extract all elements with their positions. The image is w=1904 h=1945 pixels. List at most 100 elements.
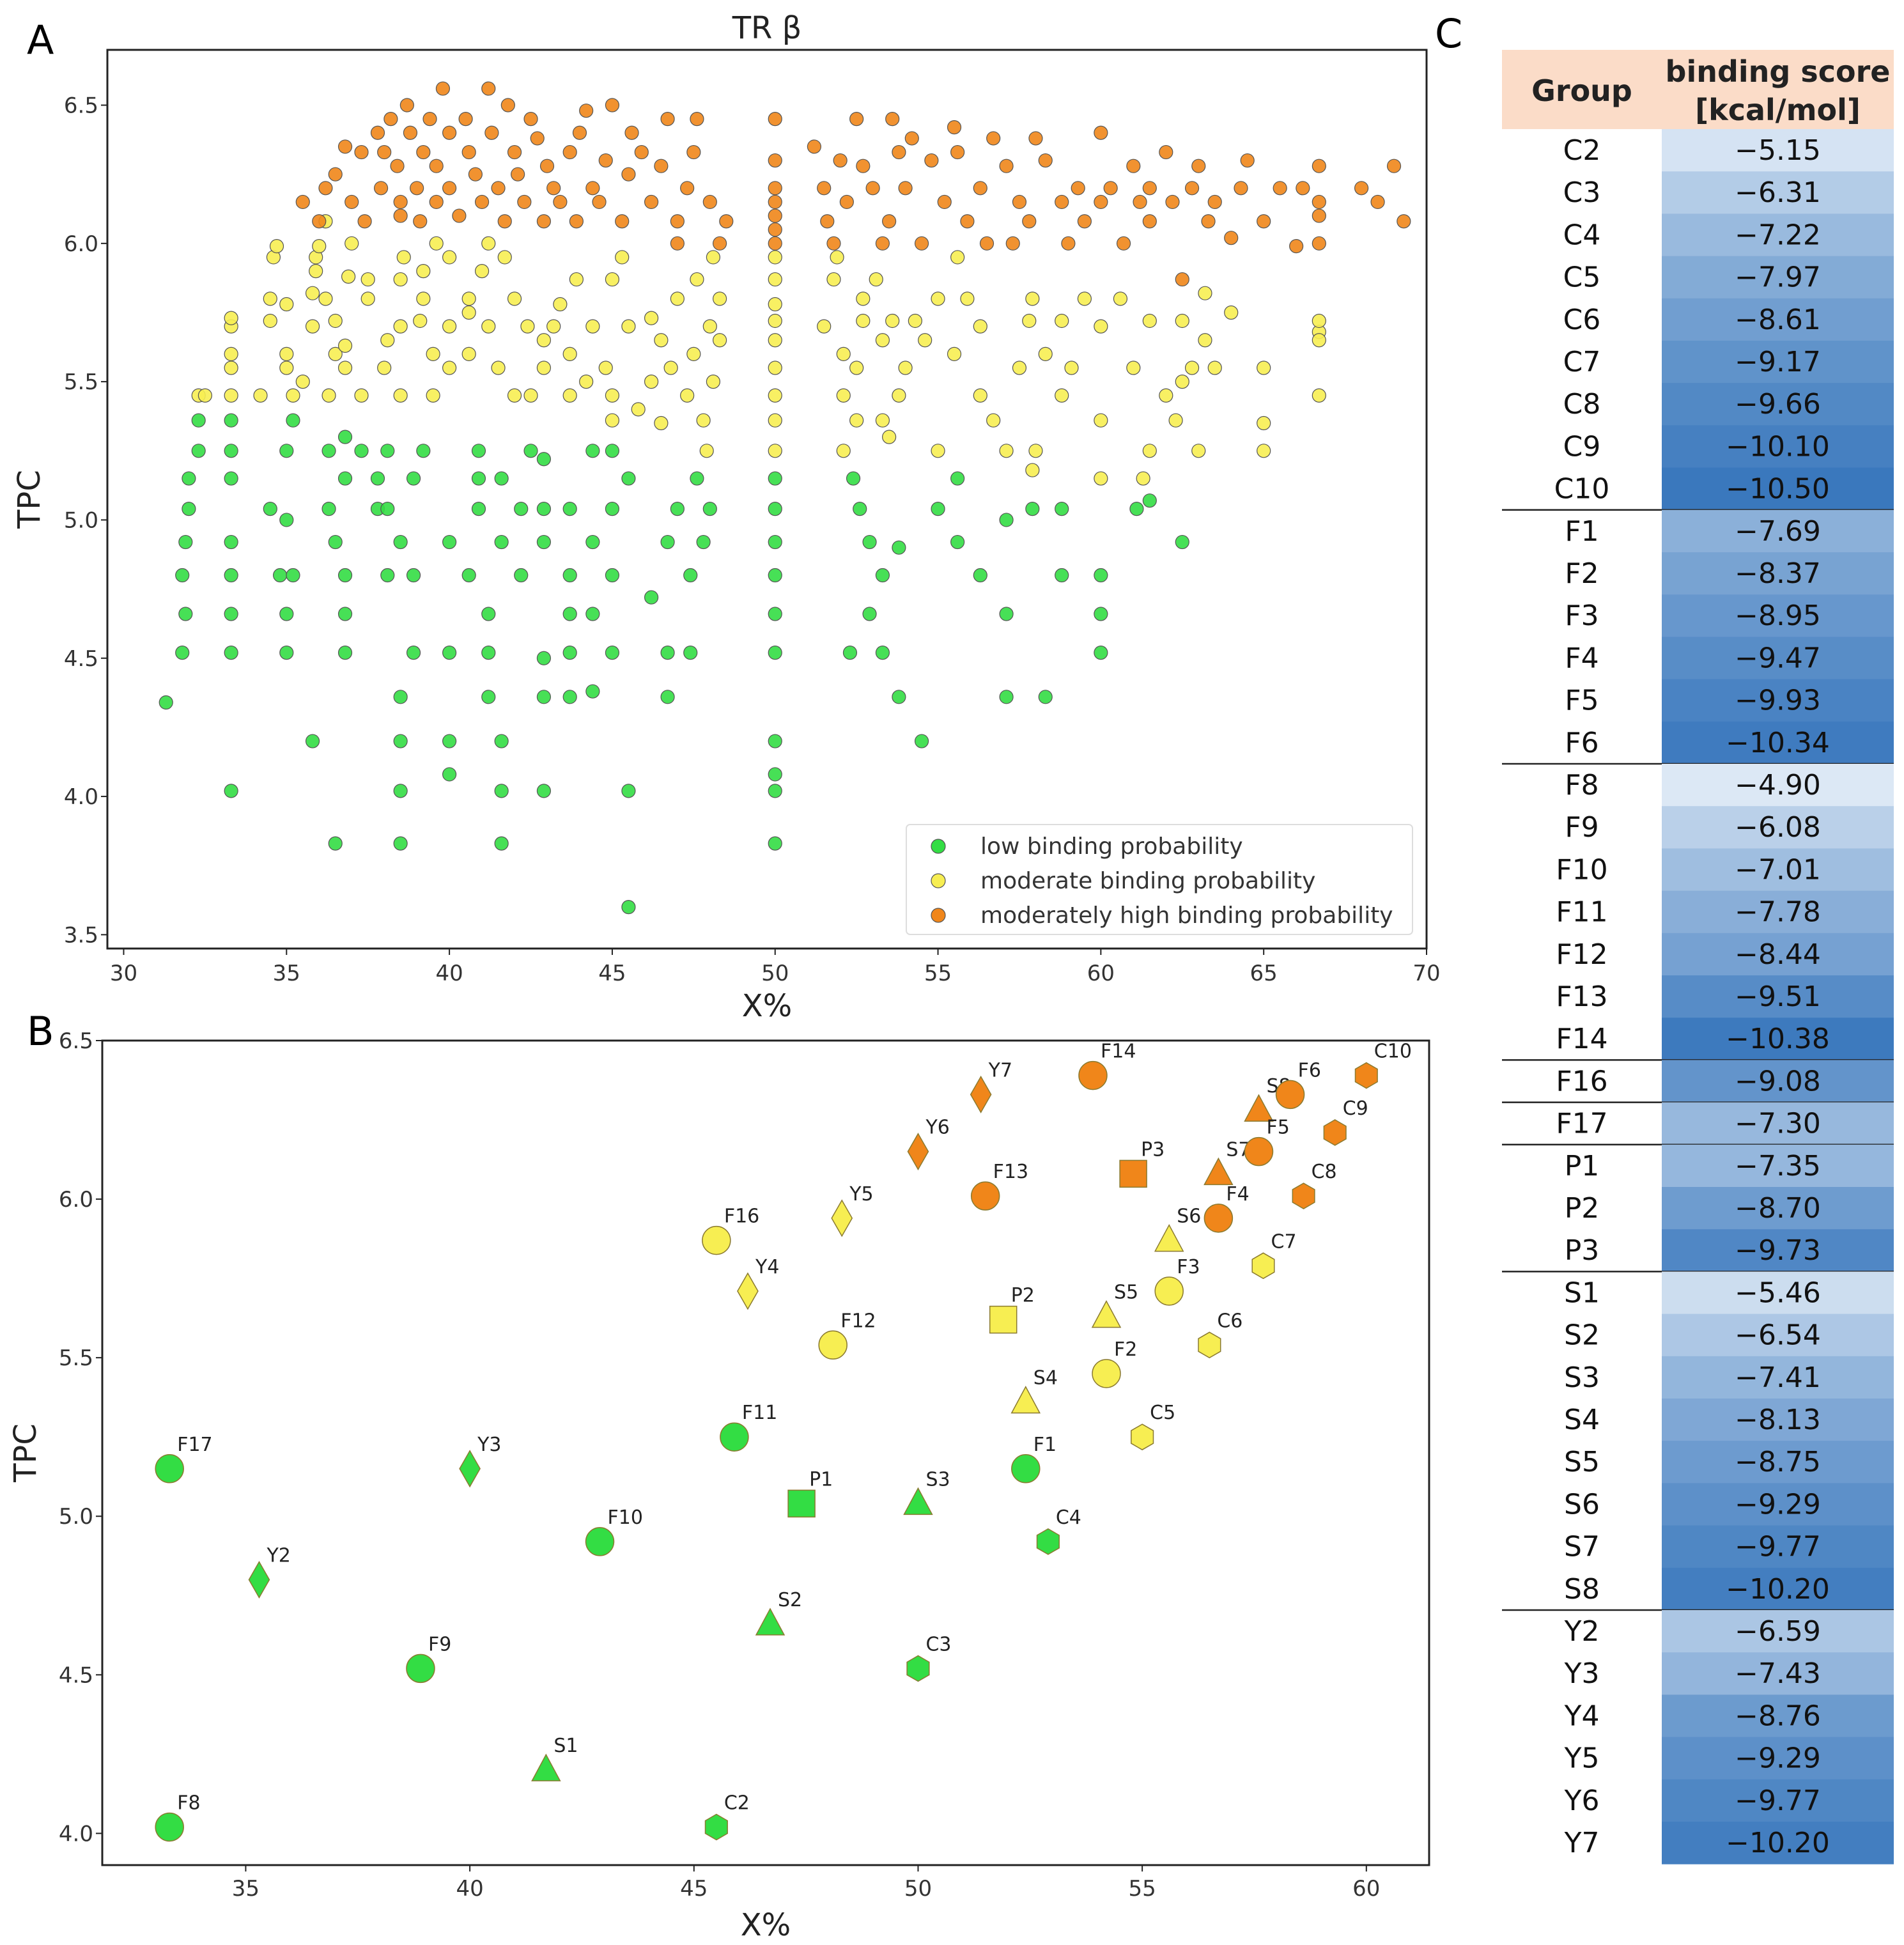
data-point-series-1 [1312, 388, 1326, 403]
data-point-series-1 [429, 236, 444, 251]
marker-s3 [903, 1487, 933, 1515]
data-point-series-2 [950, 144, 965, 160]
data-point-series-2 [523, 112, 538, 127]
data-point-series-1 [699, 444, 714, 458]
data-point-series-1 [950, 250, 965, 265]
data-point-series-1 [253, 388, 268, 403]
marker-label-y4: Y4 [755, 1256, 779, 1278]
header-unit: [kcal/mol] [1695, 93, 1861, 127]
marker-label-p1: P1 [809, 1468, 833, 1491]
data-point-series-0 [191, 413, 206, 428]
data-point-series-0 [562, 646, 577, 660]
data-point-series-1 [507, 291, 522, 306]
group-name-cell: P3 [1565, 1234, 1600, 1267]
score-cell-bg [1662, 1610, 1894, 1653]
data-point-series-0 [494, 734, 509, 748]
data-point-series-1 [360, 272, 375, 287]
data-point-series-0 [660, 646, 675, 660]
data-point-series-1 [295, 375, 310, 389]
data-point-series-0 [999, 607, 1014, 621]
score-value-cell: −8.13 [1735, 1404, 1821, 1436]
data-point-series-2 [1354, 181, 1369, 196]
data-point-series-1 [416, 291, 431, 306]
group-name-cell: F16 [1556, 1065, 1607, 1097]
data-point-series-0 [224, 607, 238, 621]
data-point-series-0 [370, 471, 385, 486]
data-point-series-0 [862, 534, 877, 550]
binding-score-table: Group binding score [kcal/mol] C2 −5.15 C3 −6.… [1502, 50, 1894, 1864]
marker-label-s3: S3 [925, 1468, 950, 1491]
data-point-series-0 [461, 568, 476, 583]
x-tick-label-a: 35 [273, 961, 300, 986]
data-point-series-2 [1103, 181, 1118, 196]
marker-s5 [1091, 1300, 1122, 1328]
group-name-cell: S3 [1564, 1361, 1600, 1394]
y-tick-label-b: 4.5 [59, 1662, 93, 1688]
data-point-series-1 [377, 360, 392, 375]
data-point-series-0 [536, 452, 552, 467]
marker-label-f1: F1 [1033, 1434, 1056, 1456]
data-point-series-0 [1094, 568, 1108, 583]
marker-s7 [1204, 1157, 1234, 1186]
marker-c9 [1323, 1119, 1347, 1146]
data-point-series-0 [279, 513, 294, 527]
data-point-series-1 [360, 291, 375, 306]
data-point-series-0 [471, 444, 486, 458]
data-point-series-1 [553, 297, 568, 312]
data-point-series-0 [536, 534, 552, 550]
data-point-series-1 [1025, 463, 1040, 477]
data-point-series-2 [1289, 239, 1304, 254]
group-name-cell: F5 [1565, 685, 1598, 717]
score-value-cell: −7.35 [1735, 1150, 1821, 1182]
data-point-series-2 [1142, 214, 1157, 229]
data-point-series-1 [663, 360, 678, 375]
group-name-cell: F17 [1556, 1108, 1607, 1140]
marker-f2 [1092, 1359, 1121, 1388]
group-name-cell: S5 [1564, 1446, 1600, 1478]
data-point-series-2 [461, 144, 476, 160]
data-point-series-1 [393, 388, 408, 403]
data-point-series-0 [683, 568, 698, 583]
data-point-series-1 [768, 297, 782, 312]
group-name-cell: F10 [1556, 853, 1607, 886]
data-point-series-1 [393, 272, 408, 287]
data-point-series-1 [836, 388, 851, 403]
data-point-series-2 [318, 181, 333, 196]
data-point-series-2 [1273, 181, 1287, 196]
marker-label-f3: F3 [1177, 1256, 1200, 1278]
data-point-series-2 [986, 131, 1001, 146]
y-axis-title-a: TPC [12, 470, 47, 529]
data-point-series-2 [592, 194, 607, 210]
score-value-cell: −10.10 [1726, 430, 1830, 463]
data-point-series-2 [820, 214, 835, 229]
score-value-cell: −8.95 [1735, 600, 1821, 632]
data-point-series-0 [175, 646, 190, 660]
data-point-series-2 [644, 194, 659, 210]
data-point-series-0 [380, 568, 395, 583]
score-value-cell: −9.66 [1735, 388, 1821, 421]
marker-label-f4: F4 [1226, 1183, 1249, 1205]
data-point-series-1 [869, 272, 883, 287]
marker-label-f6: F6 [1298, 1059, 1321, 1081]
score-cell-bg [1662, 1144, 1894, 1188]
group-name-cell: S4 [1564, 1404, 1600, 1436]
data-point-series-1 [380, 333, 395, 348]
data-point-series-0 [406, 471, 421, 486]
data-point-series-2 [337, 139, 353, 154]
legend-a [906, 824, 1413, 935]
marker-label-f8: F8 [177, 1792, 200, 1814]
data-point-series-0 [494, 836, 509, 851]
data-point-series-2 [416, 144, 431, 160]
group-name-cell: F8 [1565, 769, 1598, 802]
score-value-cell: −9.73 [1735, 1234, 1821, 1267]
data-point-series-2 [856, 159, 871, 173]
group-name-cell: F12 [1556, 938, 1607, 971]
data-point-series-0 [406, 568, 421, 583]
data-point-series-1 [605, 413, 620, 428]
score-cell-bg [1662, 1694, 1894, 1738]
data-point-series-0 [337, 607, 353, 621]
data-point-series-0 [337, 646, 353, 660]
data-point-series-0 [224, 413, 238, 428]
marker-s1 [531, 1753, 561, 1781]
data-point-series-2 [719, 214, 734, 229]
